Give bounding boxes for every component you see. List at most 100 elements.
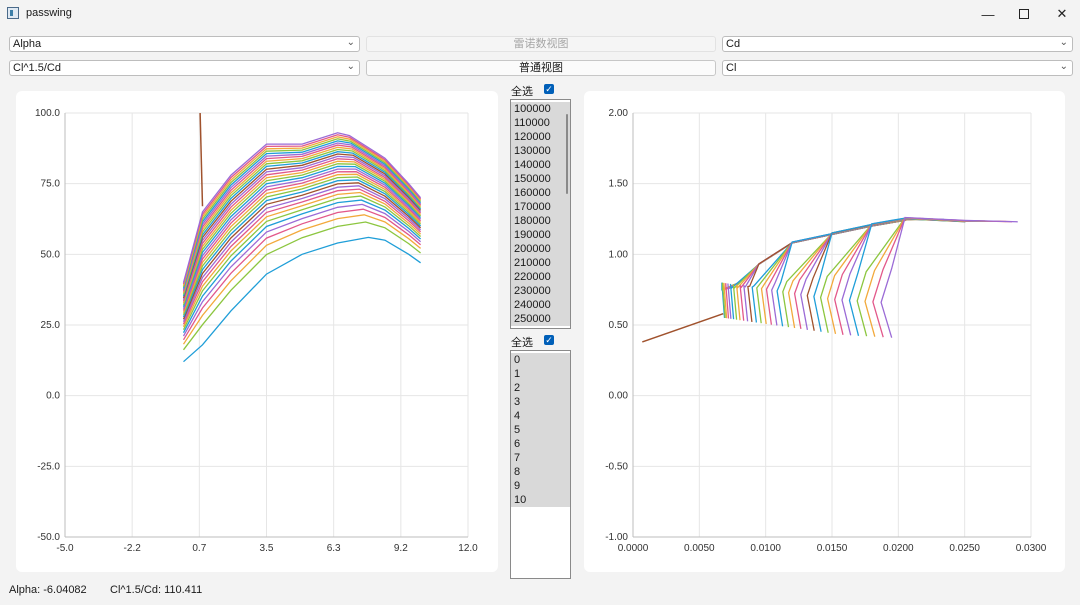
series-line — [182, 185, 422, 322]
series-line — [182, 182, 422, 320]
index-list-item[interactable]: 3 — [511, 395, 570, 409]
minimize-button[interactable]: — — [969, 0, 1007, 28]
close-button[interactable]: ✕ — [1043, 0, 1080, 28]
reynolds-list-item[interactable]: 130000 — [511, 144, 570, 158]
left-x-axis-select[interactable]: Alpha ⌄ — [9, 36, 360, 52]
x-tick-label: 0.0250 — [949, 543, 980, 554]
series-line — [182, 165, 422, 307]
reynolds-list-item[interactable]: 200000 — [511, 242, 570, 256]
series-line — [182, 146, 422, 294]
title-bar: passwing — ✕ — [0, 0, 1080, 28]
x-tick-label: -5.0 — [56, 543, 74, 554]
right-y-axis-value: Cl — [726, 62, 737, 74]
reynolds-list-item[interactable]: 110000 — [511, 116, 570, 130]
y-tick-label: 1.50 — [609, 179, 629, 190]
close-icon: ✕ — [1056, 6, 1068, 21]
series-line — [182, 158, 422, 302]
reynolds-list-item[interactable]: 140000 — [511, 158, 570, 172]
series-line — [182, 203, 422, 337]
x-tick-label: 12.0 — [458, 543, 478, 554]
series-line — [183, 236, 421, 363]
x-tick-label: -2.2 — [124, 543, 142, 554]
reynolds-list[interactable]: 100000 110000 120000 130000 140000 150000 1600… — [510, 99, 571, 329]
reynolds-list-item[interactable]: 220000 — [511, 270, 570, 284]
series-line — [182, 140, 422, 289]
y-tick-label: 25.0 — [41, 320, 61, 331]
right-y-axis-select[interactable]: Cl ⌄ — [722, 60, 1073, 76]
index-list-item[interactable]: 5 — [511, 423, 570, 437]
x-tick-label: 0.0200 — [883, 543, 914, 554]
reynolds-select-all-checkbox[interactable]: ✓ — [544, 84, 554, 94]
index-list-item[interactable]: 8 — [511, 465, 570, 479]
index-list[interactable]: 0 1 2 3 4 5 6 7 8 9 10 — [510, 350, 571, 579]
reynolds-list-item[interactable]: 120000 — [511, 130, 570, 144]
reynolds-list-item[interactable]: 190000 — [511, 228, 570, 242]
chevron-down-icon: ⌄ — [346, 37, 355, 48]
reynolds-list-item[interactable]: 160000 — [511, 186, 570, 200]
y-tick-label: -25.0 — [37, 461, 60, 472]
cd-cl-chart[interactable]: 0.0000 0.0050 0.0100 0.0150 0.0200 0.0250 0.03… — [584, 91, 1065, 572]
reynolds-view-button[interactable]: 雷诺数视图 — [366, 36, 716, 52]
series-line — [182, 136, 422, 286]
index-list-item[interactable]: 9 — [511, 479, 570, 493]
series-line — [787, 218, 953, 329]
series-line — [182, 199, 422, 333]
reynolds-list-item[interactable]: 240000 — [511, 298, 570, 312]
reynolds-list-scrollbar[interactable] — [566, 114, 568, 194]
index-list-item[interactable]: 7 — [511, 451, 570, 465]
series-line — [856, 217, 1001, 337]
y-tick-label: -0.50 — [605, 461, 628, 472]
series-line — [760, 218, 934, 324]
series-line — [182, 160, 422, 304]
series-line — [776, 218, 945, 327]
series-line — [182, 176, 422, 316]
series-line — [182, 134, 422, 285]
alpha-cl15cd-chart[interactable]: -5.0 -2.2 0.7 3.5 6.3 9.2 12.0 100.0 75.0 50.0 25.… — [16, 91, 498, 572]
chevron-down-icon: ⌄ — [1059, 37, 1068, 48]
x-tick-label: 0.0100 — [750, 543, 781, 554]
series-line — [182, 208, 422, 341]
series-line — [182, 148, 422, 295]
right-x-axis-value: Cd — [726, 38, 741, 50]
right-x-axis-select[interactable]: Cd ⌄ — [722, 36, 1073, 52]
status-y-readout: Cl^1.5/Cd: 110.411 — [110, 584, 203, 596]
series-line — [182, 151, 422, 297]
minimize-icon: — — [981, 6, 995, 22]
index-list-item[interactable]: 6 — [511, 437, 570, 451]
x-tick-label: 0.0300 — [1016, 543, 1047, 554]
series-line — [182, 138, 422, 288]
left-chart-panel: -5.0 -2.2 0.7 3.5 6.3 9.2 12.0 100.0 75.0 50.0 25.… — [16, 91, 498, 572]
index-list-item[interactable]: 0 — [511, 353, 570, 367]
reynolds-list-item[interactable]: 210000 — [511, 256, 570, 270]
series-line — [182, 171, 422, 311]
index-list-item[interactable]: 4 — [511, 409, 570, 423]
index-list-item[interactable]: 2 — [511, 381, 570, 395]
reynolds-list-item[interactable]: 100000 — [511, 102, 570, 116]
left-y-axis-select[interactable]: Cl^1.5/Cd ⌄ — [9, 60, 360, 76]
reynolds-list-item[interactable]: 170000 — [511, 200, 570, 214]
series-line — [182, 132, 422, 283]
series-line — [182, 188, 422, 325]
index-list-item[interactable]: 10 — [511, 493, 570, 507]
series-line — [182, 191, 422, 328]
series-line — [848, 217, 996, 336]
reynolds-list-item[interactable]: 230000 — [511, 284, 570, 298]
x-tick-label: 9.2 — [394, 543, 408, 554]
reynolds-list-item[interactable]: 250000 — [511, 312, 570, 326]
window-title: passwing — [26, 7, 72, 19]
series-line — [872, 217, 1013, 338]
reynolds-list-item[interactable]: 150000 — [511, 172, 570, 186]
series-line — [182, 168, 422, 309]
chevron-down-icon: ⌄ — [346, 61, 355, 72]
reynolds-list-item[interactable]: 180000 — [511, 214, 570, 228]
x-tick-label: 6.3 — [327, 543, 341, 554]
y-tick-label: 1.00 — [609, 249, 629, 260]
reynolds-select-all-label: 全选 — [511, 86, 533, 98]
series-line — [642, 312, 724, 343]
series-line — [732, 217, 914, 320]
index-select-all-checkbox[interactable]: ✓ — [544, 335, 554, 345]
maximize-button[interactable] — [1005, 0, 1043, 28]
normal-view-button[interactable]: 普通视图 — [366, 60, 716, 76]
series-line — [182, 144, 422, 292]
index-list-item[interactable]: 1 — [511, 367, 570, 381]
